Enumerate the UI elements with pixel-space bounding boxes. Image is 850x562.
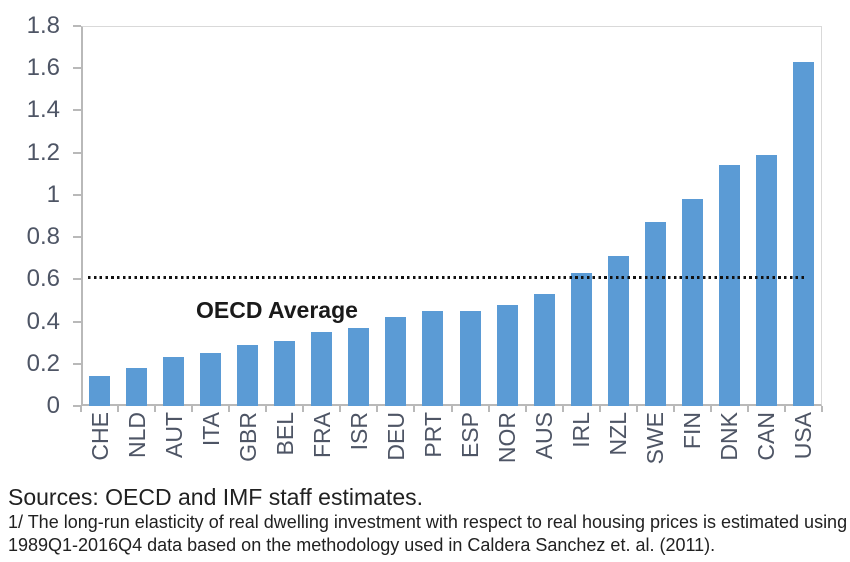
bar-NZL — [607, 256, 629, 406]
y-tick-mark — [73, 320, 81, 323]
bar-CAN — [755, 154, 777, 406]
chart-footer: Sources: OECD and IMF staff estimates. 1… — [8, 483, 848, 557]
x-tick-mark — [302, 406, 305, 412]
bar-ITA — [200, 353, 222, 406]
oecd-average-label: OECD Average — [196, 297, 358, 323]
x-tick-mark — [265, 406, 268, 412]
x-tick-label-AUT: AUT — [160, 412, 187, 458]
x-tick-mark — [376, 406, 379, 412]
x-tick-mark — [80, 406, 82, 412]
x-tick-label-FRA: FRA — [308, 412, 335, 458]
plot-area — [81, 26, 822, 406]
x-tick-label-NOR: NOR — [494, 412, 521, 464]
bar-FRA — [311, 332, 333, 406]
x-tick-label-DNK: DNK — [716, 412, 743, 461]
y-tick-label: 0.4 — [26, 307, 60, 335]
y-tick-label: 1.8 — [26, 12, 60, 39]
x-tick-mark — [191, 406, 194, 412]
x-tick-label-DEU: DEU — [382, 412, 409, 461]
bar-NOR — [496, 304, 518, 406]
bar-CHE — [89, 376, 111, 406]
bar-PRT — [422, 311, 444, 406]
bar-ESP — [459, 311, 481, 406]
x-tick-label-ITA: ITA — [197, 412, 224, 447]
y-tick-label: 1 — [46, 180, 60, 208]
y-tick-label: 1.2 — [26, 138, 60, 166]
footnote-line-2: 1989Q1-2016Q4 data based on the methodol… — [8, 535, 716, 555]
x-tick-mark — [821, 406, 823, 412]
y-tick-mark — [73, 151, 81, 154]
bar-ISR — [348, 327, 370, 406]
x-tick-label-CHE: CHE — [86, 412, 113, 461]
bar-BEL — [274, 340, 296, 406]
x-tick-mark — [154, 406, 157, 412]
y-tick-label: 0.2 — [26, 349, 60, 377]
x-tick-mark — [635, 406, 638, 412]
y-tick-mark — [73, 109, 81, 112]
bar-SWE — [644, 222, 666, 406]
oecd-average-line — [88, 276, 805, 280]
y-tick-mark — [73, 236, 81, 239]
x-tick-label-FIN: FIN — [679, 412, 706, 450]
x-tick-label-ISR: ISR — [345, 412, 372, 451]
x-tick-mark — [117, 406, 120, 412]
y-tick-mark — [73, 67, 81, 70]
y-tick-label: 0.8 — [26, 223, 60, 251]
x-tick-label-NLD: NLD — [123, 412, 150, 459]
x-tick-mark — [339, 406, 342, 412]
bar-GBR — [237, 344, 259, 406]
x-tick-mark — [413, 406, 416, 412]
bar-NLD — [126, 368, 148, 406]
x-tick-mark — [598, 406, 601, 412]
bar-AUT — [163, 357, 185, 406]
x-tick-label-PRT: PRT — [419, 412, 446, 458]
bar-DEU — [385, 317, 407, 406]
y-tick-label: 0 — [46, 392, 60, 419]
y-tick-mark — [73, 362, 81, 365]
bar-USA — [792, 61, 814, 406]
sources-text: Sources: OECD and IMF staff estimates. — [8, 484, 423, 510]
x-tick-mark — [561, 406, 564, 412]
bar-IRL — [570, 273, 592, 406]
y-tick-mark — [73, 405, 81, 407]
x-tick-label-BEL: BEL — [271, 412, 298, 456]
x-tick-label-GBR: GBR — [234, 412, 261, 462]
x-tick-label-NZL: NZL — [605, 412, 632, 456]
y-tick-label: 1.6 — [26, 54, 60, 82]
x-tick-mark — [228, 406, 231, 412]
x-tick-mark — [783, 406, 786, 412]
x-tick-label-ESP: ESP — [457, 412, 484, 459]
bar-DNK — [718, 165, 740, 406]
footnote-line-1: 1/ The long-run elasticity of real dwell… — [8, 512, 848, 532]
x-tick-mark — [450, 406, 453, 412]
x-tick-label-CAN: CAN — [753, 412, 780, 461]
x-tick-label-USA: USA — [790, 412, 817, 460]
x-tick-label-IRL: IRL — [568, 412, 595, 448]
x-tick-mark — [487, 406, 490, 412]
bar-AUS — [533, 294, 555, 406]
y-tick-mark — [73, 278, 81, 281]
x-tick-mark — [709, 406, 712, 412]
bar-FIN — [681, 199, 703, 406]
y-tick-mark — [73, 25, 81, 27]
y-tick-label: 1.4 — [26, 96, 60, 124]
y-tick-mark — [73, 193, 81, 196]
x-tick-mark — [524, 406, 527, 412]
x-tick-mark — [746, 406, 749, 412]
y-tick-label: 0.6 — [26, 265, 60, 293]
x-tick-label-SWE: SWE — [642, 412, 669, 465]
x-tick-mark — [672, 406, 675, 412]
x-tick-label-AUS: AUS — [531, 412, 558, 460]
